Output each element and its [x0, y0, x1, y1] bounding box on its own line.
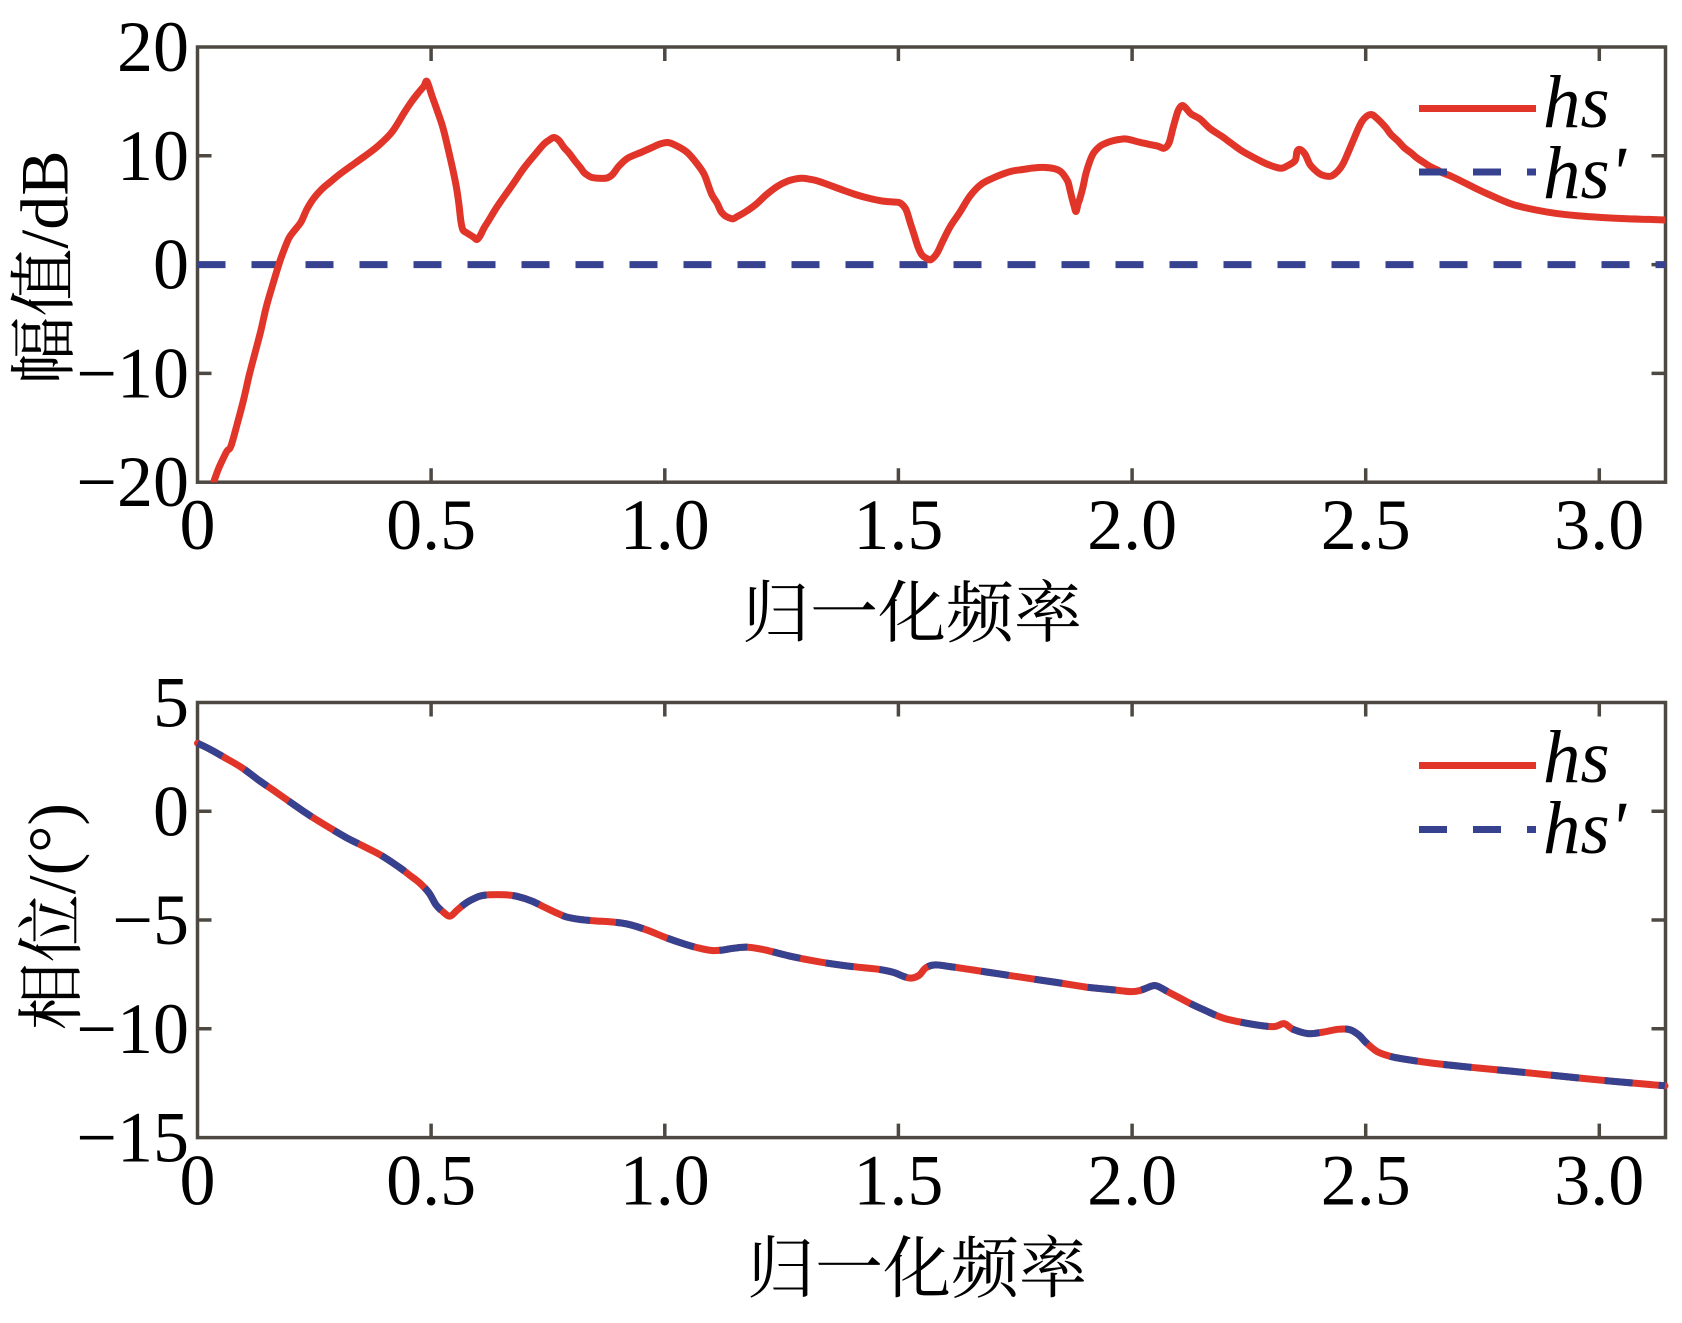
svg-text:1.0: 1.0 — [620, 485, 710, 565]
svg-text:hs: hs — [1543, 61, 1610, 144]
svg-text:2.0: 2.0 — [1087, 1141, 1177, 1221]
svg-text:1.5: 1.5 — [853, 485, 943, 565]
svg-text:/dB: /dB — [7, 150, 83, 248]
svg-text:/(°): /(°) — [14, 803, 90, 894]
svg-text:0: 0 — [153, 771, 189, 851]
svg-text:2.5: 2.5 — [1321, 485, 1411, 565]
svg-text:−15: −15 — [76, 1098, 189, 1178]
svg-text:−10: −10 — [76, 989, 189, 1069]
svg-text:3.0: 3.0 — [1554, 485, 1644, 565]
svg-text:10: 10 — [117, 116, 189, 196]
svg-text:1.5: 1.5 — [853, 1141, 943, 1221]
svg-text:−20: −20 — [76, 442, 189, 522]
svg-text:1.0: 1.0 — [620, 1141, 710, 1221]
svg-text:hs': hs' — [1543, 787, 1628, 870]
svg-text:0.5: 0.5 — [386, 1141, 476, 1221]
svg-text:0.5: 0.5 — [386, 485, 476, 565]
svg-text:3.0: 3.0 — [1554, 1141, 1644, 1221]
svg-text:−5: −5 — [112, 880, 189, 960]
svg-text:hs: hs — [1543, 716, 1610, 799]
svg-text:−10: −10 — [76, 333, 189, 413]
svg-text:2.0: 2.0 — [1087, 485, 1177, 565]
svg-text:hs': hs' — [1543, 132, 1628, 215]
svg-text:2.5: 2.5 — [1321, 1141, 1411, 1221]
svg-text:0: 0 — [180, 485, 216, 565]
svg-text:0: 0 — [180, 1141, 216, 1221]
svg-text:20: 20 — [117, 7, 189, 87]
svg-text:0: 0 — [153, 225, 189, 305]
svg-text:5: 5 — [153, 663, 189, 743]
